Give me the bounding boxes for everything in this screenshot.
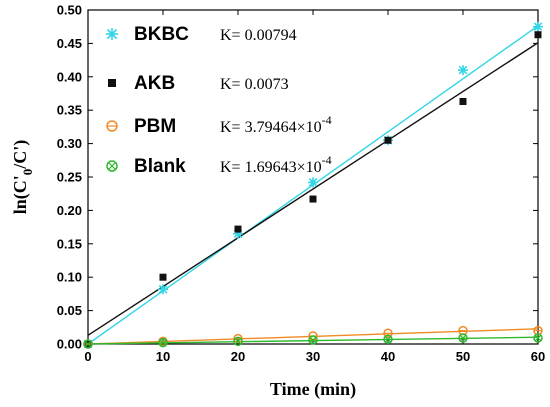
circle-ring — [458, 333, 468, 343]
point-akb — [309, 195, 317, 203]
y-axis-title: ln(C'0/C') — [10, 140, 35, 215]
plot-frame — [87, 9, 539, 345]
circle-ring — [533, 333, 543, 343]
circle-ring — [233, 336, 243, 347]
legend-marker-pbm — [106, 120, 118, 132]
point-akb — [159, 273, 167, 281]
legend-marker-blank — [106, 160, 118, 172]
legend: BKBC K= 0.00794 AKB K= 0.0073 PBM K= 3.79464×… — [106, 24, 332, 177]
star-stroke — [106, 28, 118, 40]
cross-b — [108, 162, 116, 170]
legend-k-blank: K= 1.69643×10-4 — [220, 153, 332, 176]
y-tick-label: 0.15 — [57, 236, 82, 251]
cross-b — [84, 340, 92, 348]
point-akb — [234, 225, 242, 233]
star-stroke — [458, 65, 468, 75]
circle-ring — [308, 335, 318, 345]
x-tick-label: 20 — [231, 349, 245, 364]
circle-ring — [106, 160, 118, 172]
point-bkbc — [158, 284, 168, 295]
legend-k-bkbc: K= 0.00794 — [220, 27, 297, 44]
y-axis-title-text: ln(C'0/C') — [10, 140, 35, 215]
legend-marker-bkbc — [106, 28, 118, 40]
point-blank — [83, 339, 93, 349]
cross-b — [159, 339, 167, 346]
cross-b — [234, 338, 242, 345]
y-tick-label: 0.00 — [57, 337, 82, 352]
point-bkbc — [458, 65, 468, 76]
y-tick-label: 0.30 — [57, 136, 82, 151]
y-tick-label: 0.40 — [57, 69, 82, 84]
legend-name-akb: AKB — [134, 73, 175, 94]
legend-item-blank: Blank K= 1.69643×10-4 — [106, 153, 332, 177]
circle-ring — [158, 337, 168, 348]
legend-item-bkbc: BKBC K= 0.00794 — [106, 24, 297, 45]
point-akb — [384, 136, 392, 144]
star-stroke — [308, 178, 318, 187]
y-tick-label: 0.50 — [57, 3, 82, 18]
x-tick-label: 0 — [84, 349, 91, 364]
x-axis-title: Time (min) — [270, 379, 356, 400]
legend-k-pbm: K= 3.79464×10-4 — [220, 113, 332, 136]
x-tick-label: 50 — [456, 349, 470, 364]
y-tick-label: 0.35 — [57, 103, 82, 118]
legend-item-akb: AKB K= 0.0073 — [108, 73, 289, 94]
point-blank — [383, 334, 393, 345]
legend-name-bkbc: BKBC — [134, 24, 189, 45]
y-tick-label: 0.25 — [57, 170, 82, 185]
y-tick-label: 0.05 — [57, 303, 82, 318]
point-blank — [533, 333, 543, 343]
circle-ring — [83, 339, 93, 349]
legend-marker-akb — [108, 79, 116, 87]
point-bkbc — [308, 177, 318, 188]
cross-b — [459, 334, 467, 342]
y-tick-label: 0.20 — [57, 203, 82, 218]
circle-ring — [383, 334, 393, 345]
point-akb — [459, 98, 467, 106]
y-tick-label: 0.10 — [57, 270, 82, 285]
star-stroke — [533, 22, 543, 32]
legend-name-blank: Blank — [134, 156, 186, 177]
cross-b — [309, 336, 317, 344]
data-points — [83, 21, 543, 349]
point-blank — [308, 335, 318, 345]
x-tick-label: 60 — [531, 349, 545, 364]
y-tick-label: 0.45 — [57, 36, 82, 51]
point-bkbc — [533, 21, 543, 32]
legend-item-pbm: PBM K= 3.79464×10-4 — [106, 113, 332, 137]
point-pbm — [383, 328, 393, 339]
point-blank — [233, 336, 243, 347]
star-stroke — [158, 284, 168, 294]
axes: 0 10 20 30 40 50 60 0.00 0.05 0.10 0.15 0.20 0.25 0.3… — [57, 3, 546, 365]
cross-b — [384, 336, 392, 343]
point-blank — [158, 337, 168, 348]
x-tick-label: 40 — [381, 349, 395, 364]
point-blank — [458, 333, 468, 343]
x-tick-label: 10 — [156, 349, 170, 364]
legend-name-pbm: PBM — [134, 116, 176, 137]
legend-k-akb: K= 0.0073 — [220, 76, 289, 93]
cross-b — [534, 334, 542, 342]
x-tick-label: 30 — [306, 349, 320, 364]
point-akb — [534, 31, 542, 39]
